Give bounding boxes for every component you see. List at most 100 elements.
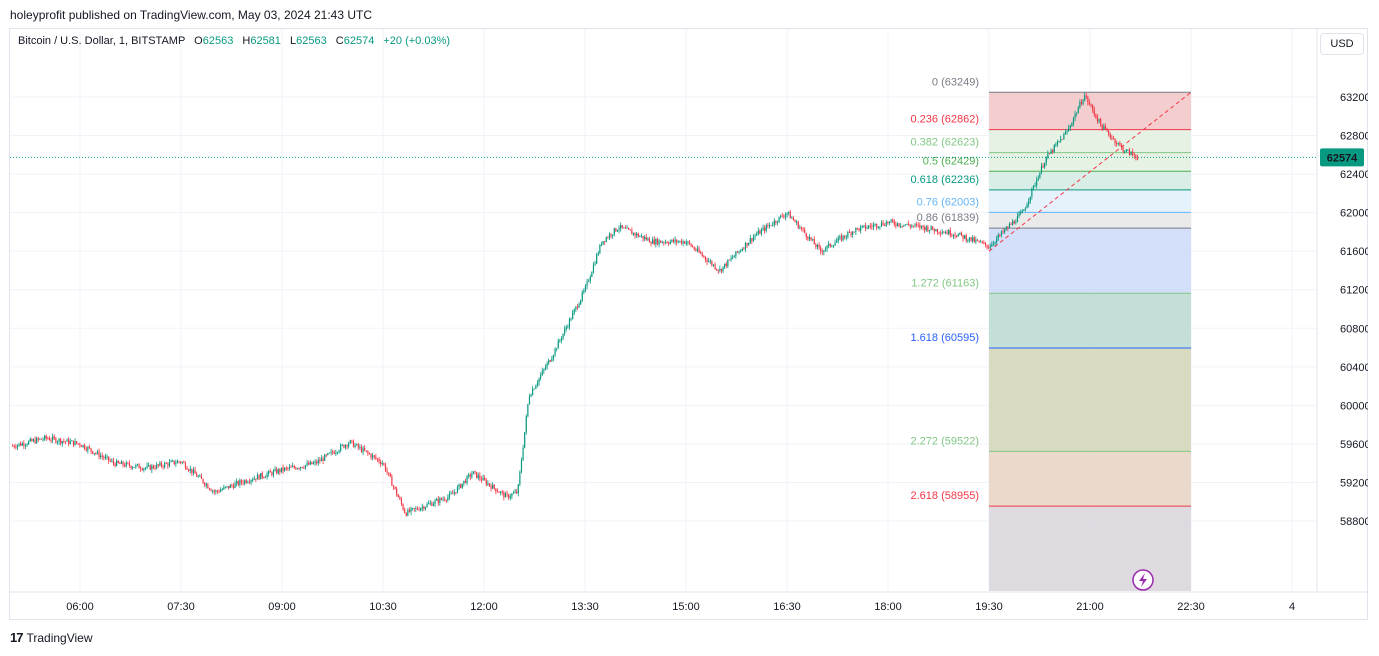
tradingview-logo-icon[interactable]: 17 bbox=[10, 630, 24, 645]
candle-body bbox=[543, 369, 545, 371]
candle-body bbox=[149, 465, 151, 470]
candle-body bbox=[213, 490, 215, 492]
lightning-icon[interactable] bbox=[1132, 569, 1154, 591]
candle-body bbox=[632, 232, 635, 235]
candle-body bbox=[970, 237, 972, 241]
candle-body bbox=[1100, 119, 1102, 125]
candle-body bbox=[445, 500, 447, 502]
candle-body bbox=[909, 225, 911, 227]
candle-body bbox=[173, 460, 175, 465]
candle-body bbox=[669, 241, 671, 244]
candle-body bbox=[770, 225, 772, 226]
candle-body bbox=[224, 486, 227, 488]
candle-body bbox=[676, 239, 678, 243]
candle-body bbox=[16, 445, 19, 448]
candle-body bbox=[1076, 113, 1078, 114]
candle-body bbox=[772, 224, 774, 226]
candle-body bbox=[242, 482, 244, 484]
candle-body bbox=[236, 481, 238, 484]
candle-body bbox=[399, 497, 401, 500]
candle-body bbox=[599, 244, 601, 254]
candle-body bbox=[178, 461, 180, 463]
candle-body bbox=[205, 484, 207, 486]
candle-body bbox=[53, 436, 55, 439]
candle-body bbox=[600, 244, 603, 246]
candle-body bbox=[765, 225, 767, 231]
candle-body bbox=[488, 483, 491, 486]
candle-body bbox=[1119, 143, 1121, 145]
fib-trend-line[interactable] bbox=[988, 91, 1192, 252]
candle-body bbox=[277, 469, 279, 474]
chart-canvas[interactable]: 0 (63249) 0.236 (62862) 0.382 (62623) 0.5 (… bbox=[10, 29, 1368, 620]
candle-body bbox=[724, 263, 726, 267]
price-tick-label: 61200 bbox=[1340, 285, 1368, 297]
candle-body bbox=[1000, 231, 1003, 236]
candle-body bbox=[1008, 224, 1011, 229]
candle-body bbox=[556, 348, 558, 350]
candle-body bbox=[725, 263, 727, 267]
fib-level-label: 0.618 (62236) bbox=[911, 174, 980, 186]
fib-zone bbox=[989, 212, 1191, 229]
candle-body bbox=[234, 483, 236, 488]
candle-body bbox=[877, 227, 879, 228]
candle-body bbox=[484, 477, 486, 480]
candle-body bbox=[44, 435, 46, 440]
candle-body bbox=[535, 385, 537, 389]
candle-body bbox=[285, 467, 287, 469]
open-value: 62563 bbox=[202, 35, 234, 47]
candle-body bbox=[1031, 188, 1033, 197]
candle-body bbox=[498, 491, 500, 493]
currency-button[interactable]: USD bbox=[1320, 33, 1364, 55]
candle-body bbox=[866, 227, 868, 229]
candle-body bbox=[541, 370, 543, 375]
candle-body bbox=[904, 224, 907, 226]
candle-body bbox=[396, 488, 398, 495]
candle-body bbox=[696, 248, 699, 251]
candle-body bbox=[317, 460, 319, 464]
candle-body bbox=[924, 227, 926, 231]
candle-body bbox=[1071, 123, 1073, 126]
candle-body bbox=[544, 367, 547, 370]
footer-brand[interactable]: TradingView bbox=[26, 630, 93, 645]
candle-body bbox=[220, 490, 222, 492]
symbol-legend: Bitcoin / U.S. Dollar, 1, BITSTAMP O6256… bbox=[18, 35, 450, 47]
candle-body bbox=[485, 479, 487, 485]
candle-body bbox=[450, 493, 452, 495]
candle-body bbox=[444, 499, 446, 501]
price-tick-label: 62000 bbox=[1340, 208, 1368, 220]
candle-body bbox=[592, 264, 595, 273]
candle-body bbox=[341, 444, 343, 446]
candle-body bbox=[303, 467, 305, 469]
candle-body bbox=[815, 244, 817, 248]
candle-body bbox=[1044, 162, 1046, 168]
candle-body bbox=[1029, 196, 1031, 202]
last-price-tag-bg bbox=[1320, 148, 1364, 167]
candle-body bbox=[188, 469, 190, 471]
candle-body bbox=[80, 445, 83, 447]
candle-body bbox=[671, 239, 673, 242]
candle-body bbox=[762, 227, 764, 230]
candle-body bbox=[296, 468, 299, 470]
candle-body bbox=[460, 484, 462, 488]
candle-body bbox=[482, 477, 484, 481]
candle-body bbox=[564, 328, 566, 334]
candle-body bbox=[840, 236, 843, 241]
candle-body bbox=[1004, 229, 1006, 233]
candle-body bbox=[168, 462, 171, 466]
candle-body bbox=[192, 469, 195, 474]
candle-body bbox=[72, 440, 75, 446]
candle-body bbox=[618, 228, 620, 231]
candle-body bbox=[562, 333, 564, 339]
candle-body bbox=[664, 242, 667, 243]
candle-body bbox=[1077, 107, 1079, 114]
candle-body bbox=[642, 235, 644, 239]
candle-body bbox=[189, 468, 191, 471]
candle-body bbox=[495, 488, 497, 492]
candle-body bbox=[204, 482, 206, 486]
candle-body bbox=[674, 239, 676, 242]
candle-body bbox=[245, 480, 247, 483]
candle-body bbox=[159, 462, 161, 466]
candle-body bbox=[216, 490, 219, 492]
candle-body bbox=[1048, 153, 1051, 155]
candle-body bbox=[264, 477, 267, 478]
